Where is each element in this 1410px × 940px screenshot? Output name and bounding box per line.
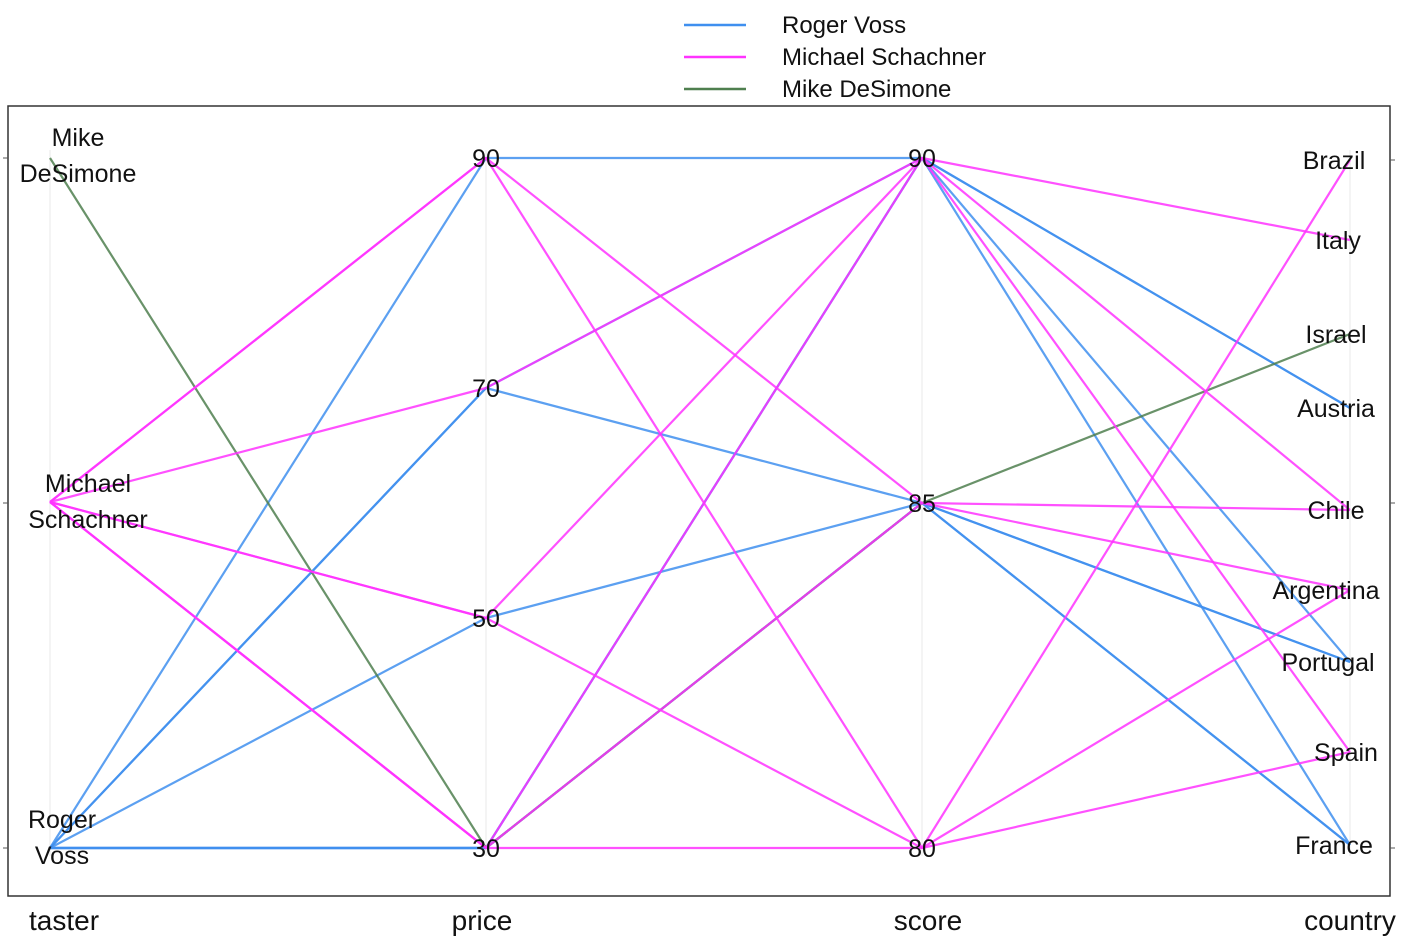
tick-label-country-chile: Chile	[1308, 497, 1365, 525]
tick-label-country-brazil: Brazil	[1303, 147, 1366, 175]
tick-label-country-spain: Spain	[1314, 739, 1378, 767]
legend-label-roger-voss: Roger Voss	[782, 12, 906, 39]
tick-label-score-85: 85	[908, 490, 936, 518]
tick-label-country-israel: Israel	[1305, 321, 1366, 349]
tick-label-score-80: 80	[908, 835, 936, 863]
tick-label-price-30: 30	[472, 835, 500, 863]
series-line-roger-voss-2	[49, 386, 1351, 849]
axis-title-country: country	[1304, 905, 1396, 936]
tick-labels: Mike DeSimone Michael Schachner Roger Voss 90 7…	[20, 124, 1380, 870]
legend-label-michael-schachner: Michael Schachner	[782, 44, 986, 71]
series-lines	[49, 156, 1351, 850]
tick-label-price-90: 90	[472, 145, 500, 173]
axis-title-score: score	[894, 905, 962, 936]
tick-label-taster-michael-schachner: Michael Schachner	[28, 470, 148, 534]
axis-title-taster: taster	[29, 905, 99, 936]
legend-label-mike-desimone: Mike DeSimone	[782, 76, 951, 103]
plot-frame	[7, 105, 1391, 897]
series-line-michael-schachner-4	[49, 159, 1351, 850]
tick-label-price-70: 70	[472, 375, 500, 403]
series-line-michael-schachner-2	[49, 156, 1351, 504]
series-line-michael-schachner-3	[49, 156, 1351, 620]
tick-label-country-italy: Italy	[1315, 227, 1361, 255]
axes	[3, 150, 1395, 856]
tick-label-country-austria: Austria	[1297, 395, 1375, 423]
series-line-michael-schachner-1	[49, 156, 1351, 592]
tick-label-taster-roger-voss: Roger Voss	[28, 806, 96, 870]
tick-label-country-portugal: Portugal	[1281, 649, 1374, 677]
tick-label-country-france: France	[1295, 832, 1373, 860]
tick-label-score-90: 90	[908, 145, 936, 173]
axis-title-price: price	[452, 905, 513, 936]
series-line-michael-schachner-7	[49, 501, 1351, 850]
tick-label-country-argentina: Argentina	[1272, 577, 1379, 605]
tick-label-price-50: 50	[472, 605, 500, 633]
tick-label-taster-mike-desimone: Mike DeSimone	[20, 124, 137, 188]
axis-titles: taster price score country	[29, 905, 1396, 936]
legend: Roger Voss Michael Schachner Mike DeSimone	[684, 12, 986, 103]
